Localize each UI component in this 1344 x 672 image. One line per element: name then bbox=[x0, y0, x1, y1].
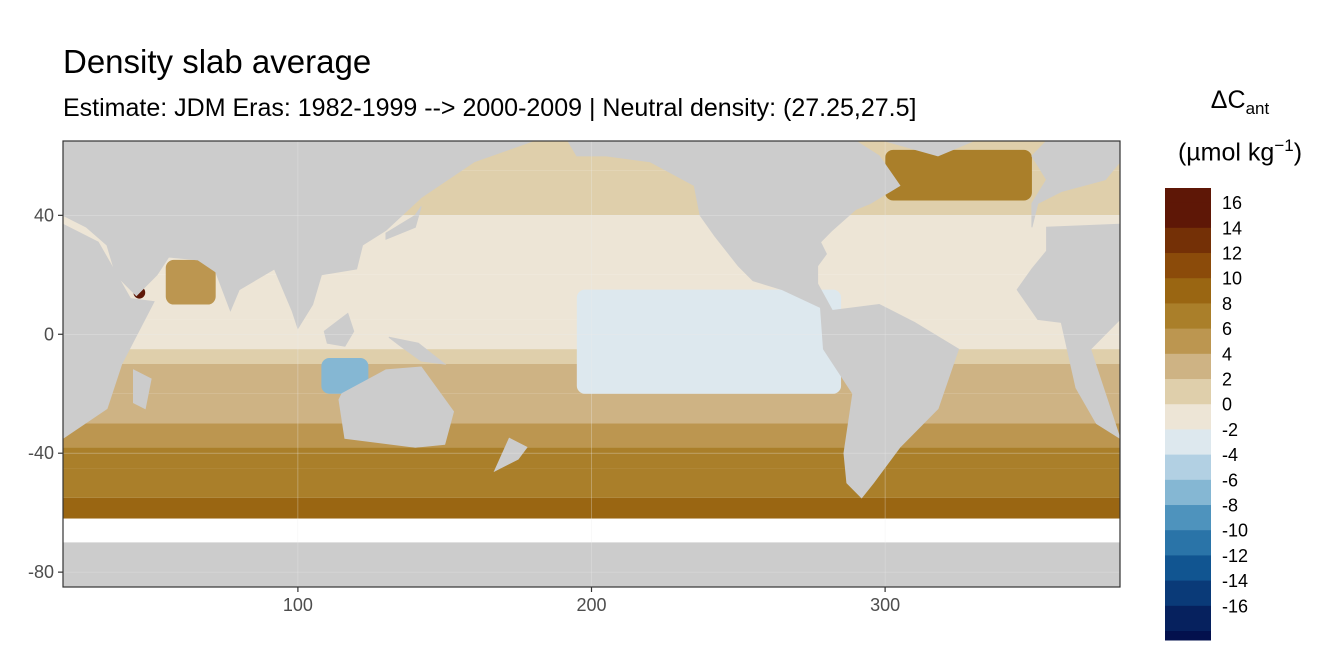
legend-label: -8 bbox=[1222, 496, 1238, 516]
madagascar-land bbox=[133, 369, 152, 410]
x-tick-label: 200 bbox=[576, 595, 606, 615]
legend-label: 2 bbox=[1222, 370, 1232, 390]
anomaly-patch bbox=[885, 149, 1032, 201]
legend-unit-suffix: ) bbox=[1293, 138, 1303, 167]
borneo-land bbox=[323, 312, 355, 347]
legend-label: 10 bbox=[1222, 269, 1242, 289]
africa-land bbox=[63, 223, 155, 439]
legend-swatch bbox=[1165, 454, 1211, 481]
legend-swatch bbox=[1165, 605, 1211, 633]
new-guinea-land bbox=[388, 336, 447, 365]
legend-label: -4 bbox=[1222, 445, 1238, 465]
map-panel bbox=[63, 141, 1120, 587]
legend-label: 8 bbox=[1222, 294, 1232, 314]
legend-label: 0 bbox=[1222, 395, 1232, 415]
north-america-land bbox=[567, 141, 901, 312]
legend-swatch bbox=[1165, 580, 1211, 607]
chart-subtitle: Estimate: JDM Eras: 1982-1999 --> 2000-2… bbox=[63, 94, 917, 122]
y-tick-label: -40 bbox=[28, 443, 54, 463]
europe-land bbox=[1031, 141, 1120, 228]
anomaly-patch bbox=[165, 259, 216, 305]
legend-title-symbol: ΔCant bbox=[1150, 86, 1330, 119]
legend-label: 14 bbox=[1222, 218, 1242, 238]
legend-swatch bbox=[1165, 505, 1211, 532]
legend-label: -12 bbox=[1222, 546, 1248, 566]
legend-swatch bbox=[1165, 530, 1211, 557]
legend-swatch bbox=[1165, 479, 1211, 507]
legend-swatch bbox=[1165, 202, 1211, 229]
legend-symbol: ΔC bbox=[1210, 86, 1246, 114]
y-tick-label: 0 bbox=[44, 324, 54, 344]
legend-label: -10 bbox=[1222, 521, 1248, 541]
legend-swatch bbox=[1165, 353, 1211, 381]
x-tick-label: 100 bbox=[283, 595, 313, 615]
greenland-land bbox=[884, 141, 974, 157]
legend-symbol-sub: ant bbox=[1245, 99, 1270, 118]
y-tick-label: 40 bbox=[34, 205, 54, 225]
legend-label: 6 bbox=[1222, 319, 1232, 339]
legend-unit-sup: −1 bbox=[1274, 136, 1294, 155]
legend-swatch bbox=[1165, 429, 1211, 456]
legend-label: -2 bbox=[1222, 420, 1238, 440]
grid-lines bbox=[63, 141, 1120, 587]
legend-swatch bbox=[1165, 328, 1211, 355]
chart-title: Density slab average bbox=[63, 43, 372, 80]
legend-label: -16 bbox=[1222, 596, 1248, 616]
legend-swatch bbox=[1165, 631, 1211, 641]
legend-title-unit: (µmol kg−1) bbox=[1150, 136, 1330, 167]
legend-label: -6 bbox=[1222, 470, 1238, 490]
legend-swatch bbox=[1165, 253, 1211, 280]
legend-swatch bbox=[1165, 303, 1211, 330]
legend-label: 16 bbox=[1222, 193, 1242, 213]
legend-colorbar: 16 14 12 10 8 6 4 2 0 -2 -4 -6 -8 -10 -12 -14 -16 bbox=[1165, 188, 1248, 641]
anomaly-patch bbox=[321, 358, 369, 394]
new-zealand-land bbox=[493, 437, 528, 473]
legend-swatch bbox=[1165, 555, 1211, 582]
legend-swatch bbox=[1165, 227, 1211, 255]
legend-label: -14 bbox=[1222, 571, 1248, 591]
legend-swatch bbox=[1165, 188, 1211, 205]
legend-swatch bbox=[1165, 278, 1211, 305]
legend-swatch bbox=[1165, 404, 1211, 431]
africa-west-land bbox=[1016, 223, 1120, 439]
japan-land bbox=[385, 206, 422, 240]
x-tick-label: 300 bbox=[870, 595, 900, 615]
anomaly-patches bbox=[133, 149, 1032, 394]
australia-land bbox=[338, 366, 455, 448]
anomaly-patch bbox=[576, 289, 842, 394]
land-mask bbox=[63, 141, 1120, 499]
y-tick-label: -80 bbox=[28, 562, 54, 582]
legend-label: 4 bbox=[1222, 344, 1232, 364]
legend-unit-prefix: (µmol kg bbox=[1177, 138, 1275, 167]
legend-label: 12 bbox=[1222, 244, 1242, 264]
legend-swatch bbox=[1165, 379, 1211, 406]
